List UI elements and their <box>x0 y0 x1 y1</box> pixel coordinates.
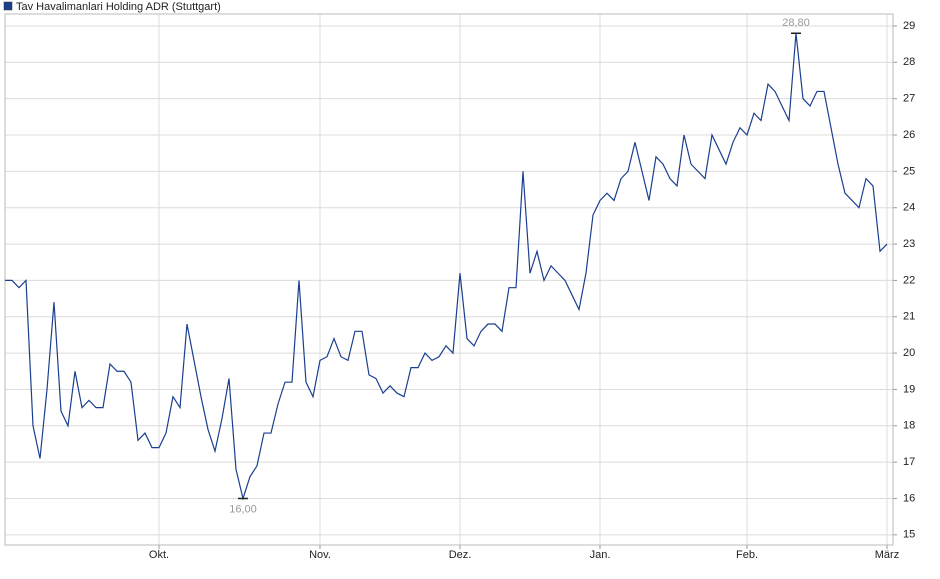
x-tick-label: Nov. <box>309 549 331 561</box>
y-tick-label: 29 <box>903 20 915 32</box>
y-tick-label: 23 <box>903 238 915 250</box>
y-tick-label: 25 <box>903 165 915 177</box>
y-tick-label: 15 <box>903 529 915 541</box>
y-tick-label: 26 <box>903 129 915 141</box>
y-tick-label: 20 <box>903 347 915 359</box>
x-tick-label: Feb. <box>736 549 758 561</box>
y-tick-label: 19 <box>903 383 915 395</box>
y-tick-label: 22 <box>903 274 915 286</box>
y-tick-label: 18 <box>903 420 915 432</box>
x-tick-label: Dez. <box>449 549 472 561</box>
x-tick-label: Jan. <box>590 549 611 561</box>
price-line <box>5 33 888 501</box>
y-tick-label: 27 <box>903 93 915 105</box>
y-tick-label: 16 <box>903 492 915 504</box>
x-tick-label: Okt. <box>149 549 169 561</box>
annotation-label: 28,80 <box>782 17 810 29</box>
legend-label: Tav Havalimanlari Holding ADR (Stuttgart… <box>16 1 221 13</box>
y-tick-label: 21 <box>903 311 915 323</box>
y-tick-label: 24 <box>903 202 915 214</box>
annotation-label: 16,00 <box>229 503 257 515</box>
x-tick-label: März <box>875 549 899 561</box>
plot-frame <box>4 13 894 546</box>
y-tick-label: 28 <box>903 56 915 68</box>
y-tick-label: 17 <box>903 456 915 468</box>
legend-swatch <box>3 1 13 11</box>
